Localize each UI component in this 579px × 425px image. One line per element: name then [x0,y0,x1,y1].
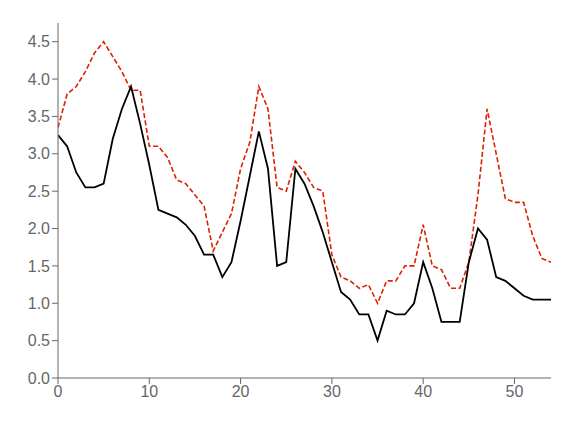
svg-text:0: 0 [54,383,63,400]
svg-text:1.0: 1.0 [28,295,50,312]
svg-text:0.5: 0.5 [28,332,50,349]
svg-text:30: 30 [323,383,341,400]
svg-text:4.5: 4.5 [28,33,50,50]
svg-text:20: 20 [232,383,250,400]
svg-text:3.0: 3.0 [28,145,50,162]
svg-text:40: 40 [414,383,432,400]
svg-text:0.0: 0.0 [28,370,50,387]
svg-text:2.0: 2.0 [28,220,50,237]
svg-text:2.5: 2.5 [28,183,50,200]
svg-text:1.5: 1.5 [28,258,50,275]
svg-text:3.5: 3.5 [28,108,50,125]
svg-text:50: 50 [506,383,524,400]
svg-text:10: 10 [140,383,158,400]
svg-text:4.0: 4.0 [28,71,50,88]
